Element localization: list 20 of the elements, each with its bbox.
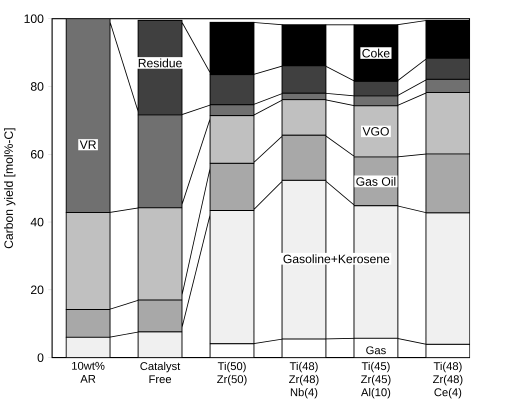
x-tick-label: Ti(45) Zr(45) Al(10): [361, 362, 390, 398]
x-tick-label: Ti(48) Zr(48) Ce(4): [432, 362, 462, 398]
y-axis-title: Carbon yield [mol%-C]: [4, 128, 16, 248]
series-label: Gasoline+Kerosene: [283, 254, 390, 264]
y-tick-label: 80: [30, 82, 44, 91]
y-tick-label: 40: [30, 218, 44, 226]
x-tick-label: Catalyst Free: [140, 362, 180, 383]
x-tick-label: Ti(48) Zr(48) Nb(4): [289, 362, 319, 398]
series-label: VR: [80, 140, 96, 149]
y-tick-label: 60: [31, 150, 44, 158]
x-tick-label: 10wt% AR: [72, 362, 104, 383]
x-tick-label: Ti(50) Zr(50): [217, 362, 247, 386]
series-label: VGO: [362, 126, 389, 136]
series-label: Gas Oil: [356, 176, 396, 186]
y-tick-label: 100: [24, 14, 44, 23]
y-tick-label: 0: [38, 353, 44, 362]
y-tick-label: 20: [31, 285, 44, 294]
series-label: Coke: [362, 48, 390, 58]
series-label: Residue: [138, 58, 182, 68]
series-label: Gas: [366, 346, 386, 354]
